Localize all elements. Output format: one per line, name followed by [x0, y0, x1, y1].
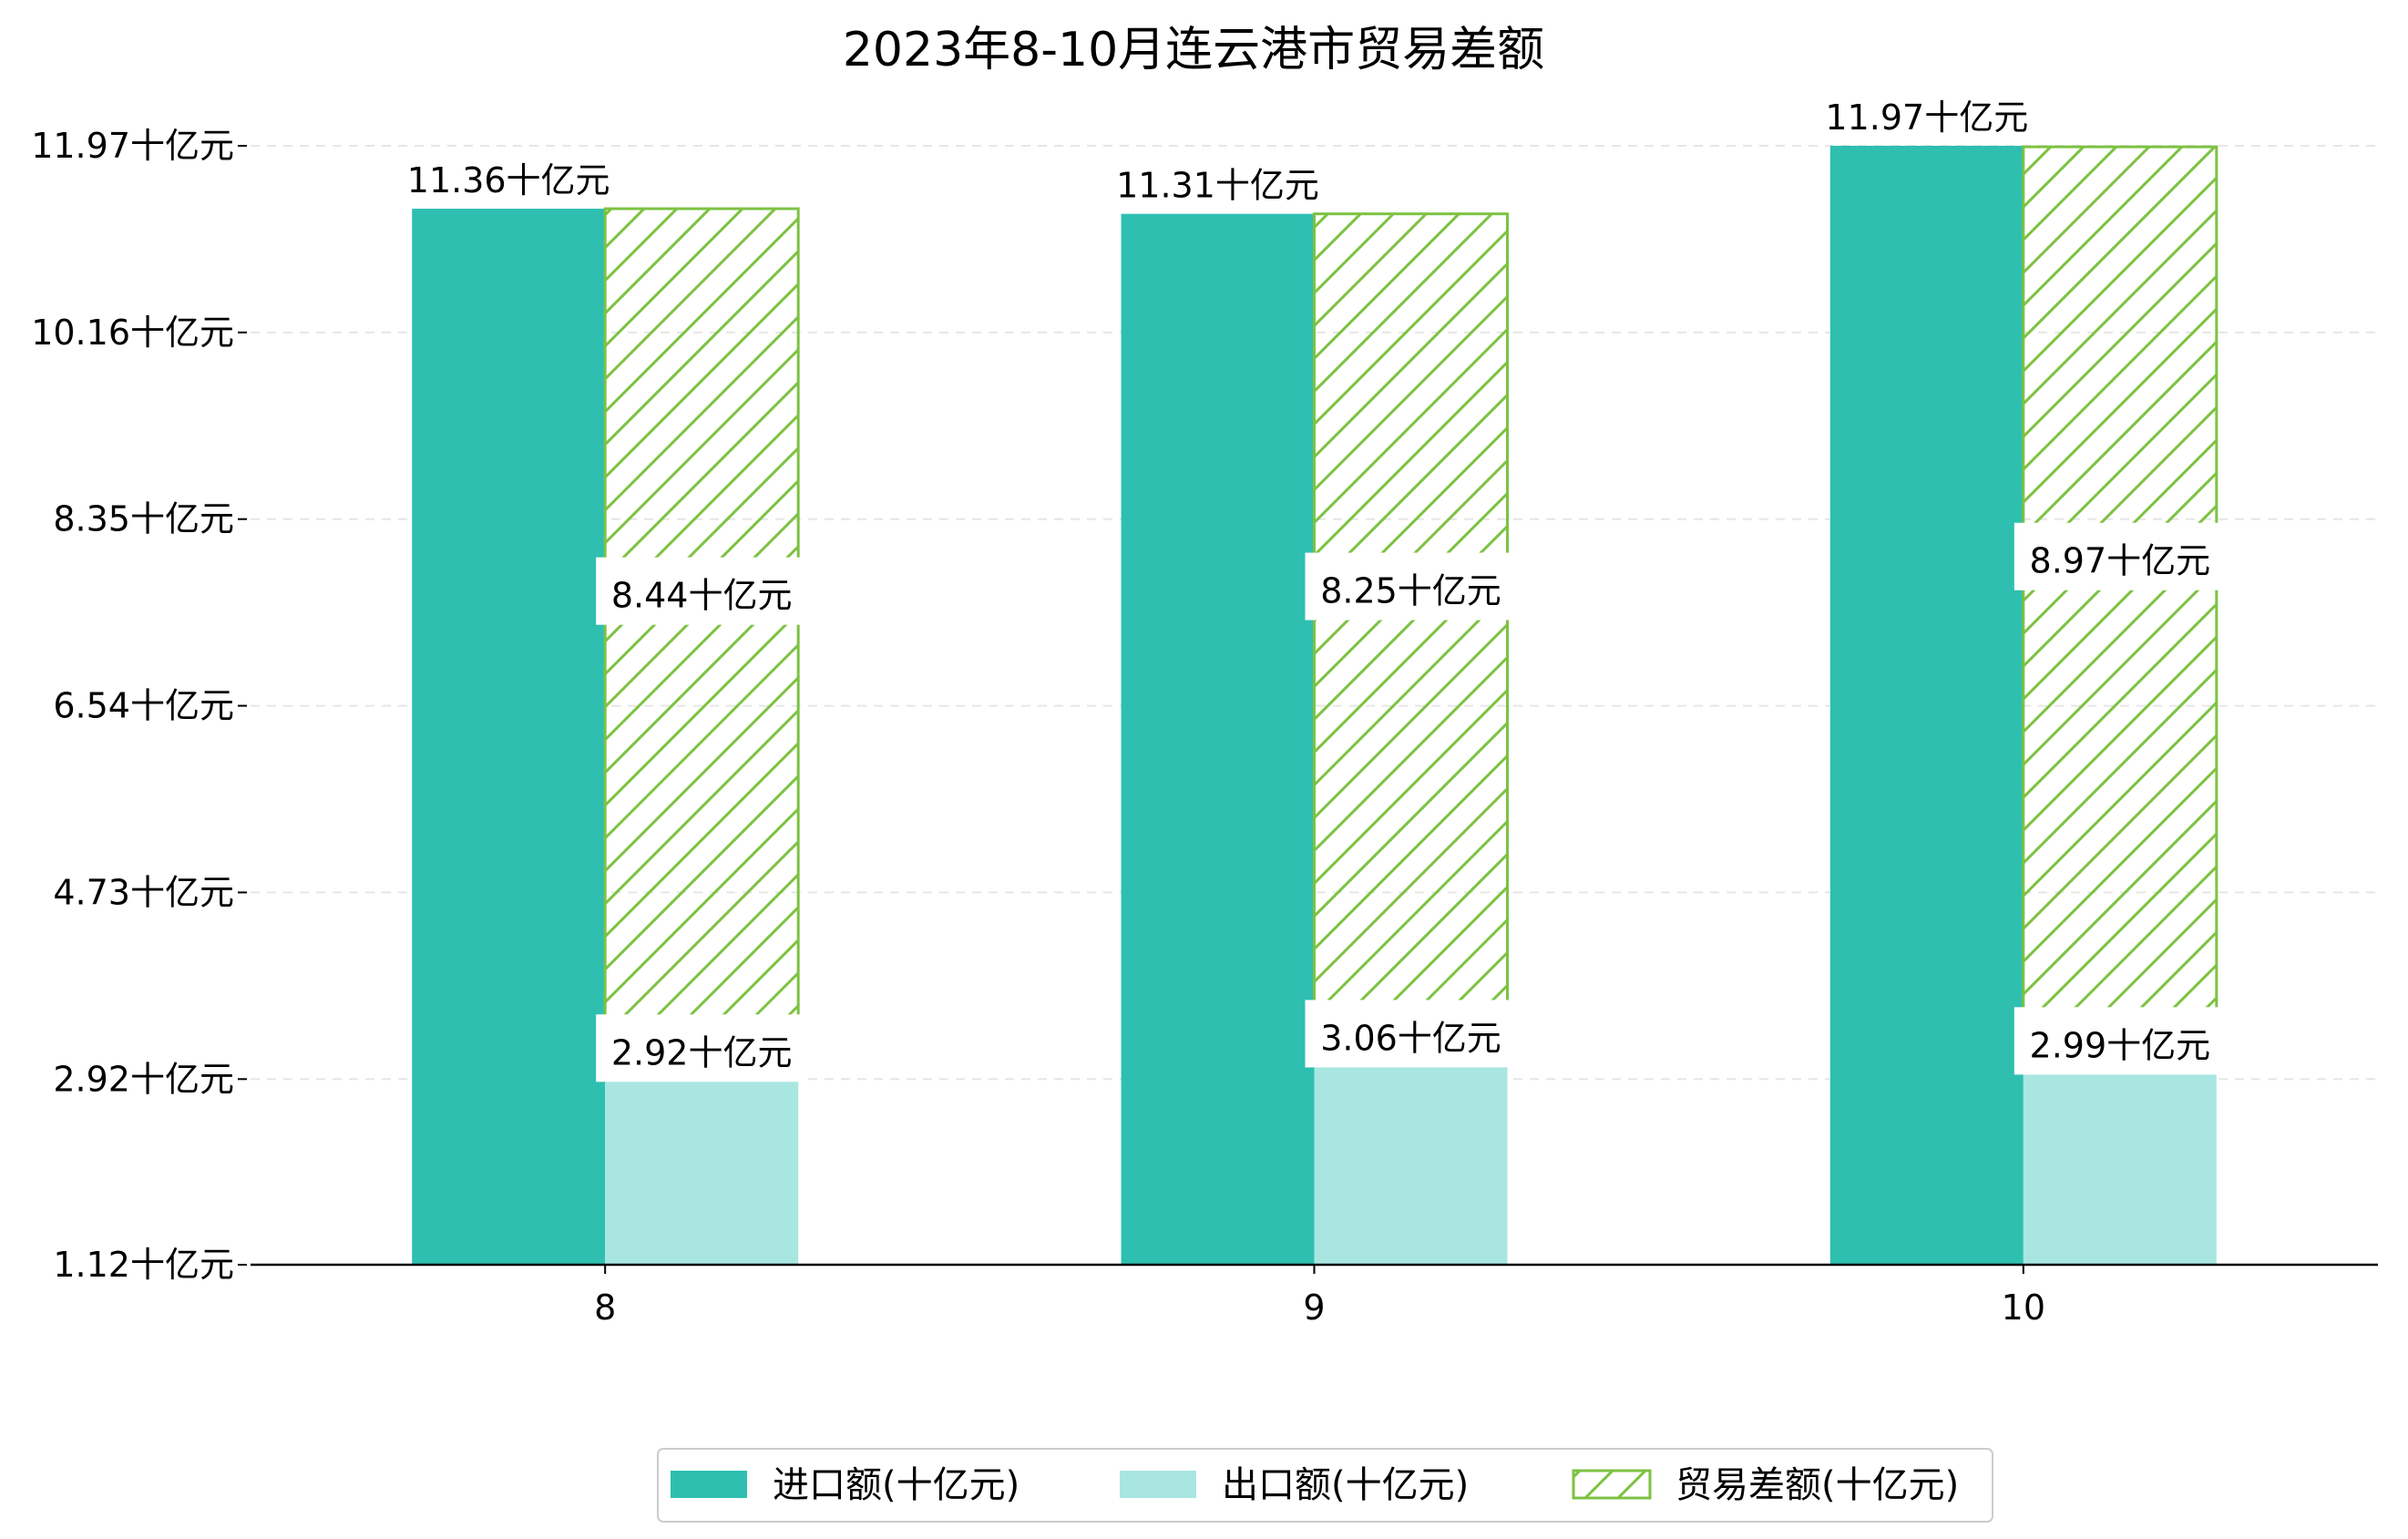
- bar-balance: [1313, 212, 1509, 1066]
- legend-box: [657, 1448, 1993, 1523]
- y-tick-label: 2.92十亿元: [53, 1059, 234, 1099]
- bars: [412, 145, 2218, 1266]
- bar-export: [605, 1079, 799, 1265]
- data-label-import: 11.36十亿元: [407, 160, 610, 200]
- chart-title: 2023年8-10月连云港市贸易差额: [843, 23, 1544, 77]
- y-tick-label: 10.16十亿元: [31, 313, 234, 353]
- x-tick-label: 9: [1303, 1288, 1325, 1328]
- data-label-balance: 8.25十亿元: [1320, 571, 1501, 611]
- bar-balance: [2022, 145, 2218, 1073]
- data-label-box: [596, 1014, 803, 1082]
- data-label-export: 2.92十亿元: [611, 1032, 793, 1072]
- y-tick-label: 4.73十亿元: [53, 872, 234, 912]
- x-tick-label: 10: [2002, 1288, 2045, 1328]
- data-label-box: [1305, 552, 1511, 621]
- data-label-import: 11.31十亿元: [1116, 166, 1319, 206]
- data-label-balance: 8.44十亿元: [611, 576, 793, 616]
- legend-label: 进口额(十亿元): [773, 1464, 1020, 1506]
- data-label-box: [1305, 1000, 1511, 1068]
- data-label-import: 11.97十亿元: [1825, 97, 2028, 138]
- y-tick-label: 1.12十亿元: [53, 1245, 234, 1285]
- y-tick-label: 8.35十亿元: [53, 499, 234, 539]
- legend: 进口额(十亿元) 出口额(十亿元) 贸易差额(十亿元): [657, 1448, 1993, 1523]
- bar-import: [412, 209, 606, 1265]
- legend-label: 贸易差额(十亿元): [1675, 1464, 1959, 1506]
- data-label-export: 3.06十亿元: [1320, 1018, 1501, 1058]
- x-tick-label: 8: [594, 1288, 616, 1328]
- data-label-box: [2013, 522, 2220, 590]
- data-label-box: [596, 557, 803, 625]
- bar-balance: [603, 207, 800, 1081]
- bar-export: [2023, 1072, 2217, 1265]
- legend-swatch: [671, 1471, 747, 1498]
- data-label-balance: 8.97十亿元: [2030, 541, 2211, 581]
- data-label-box: [2013, 1007, 2220, 1075]
- data-label-export: 2.99十亿元: [2030, 1025, 2211, 1065]
- axes: 1.12十亿元 2.92十亿元 4.73十亿元 6.54十亿元 8.35十亿元 10.16…: [31, 126, 2378, 1328]
- data-labels: 11.36十亿元 2.92十亿元 8.44十亿元 11.31十亿元 3.06十亿元 8.2…: [407, 97, 2220, 1082]
- y-tick-label: 11.97十亿元: [31, 126, 234, 166]
- bar-import: [1829, 146, 2024, 1265]
- bar-export: [1314, 1064, 1508, 1265]
- legend-swatch: [1120, 1471, 1196, 1498]
- y-tick-label: 6.54十亿元: [53, 686, 234, 726]
- legend-label: 出口额(十亿元): [1222, 1464, 1469, 1506]
- bar-import: [1121, 213, 1315, 1266]
- legend-swatch: [1572, 1469, 1652, 1500]
